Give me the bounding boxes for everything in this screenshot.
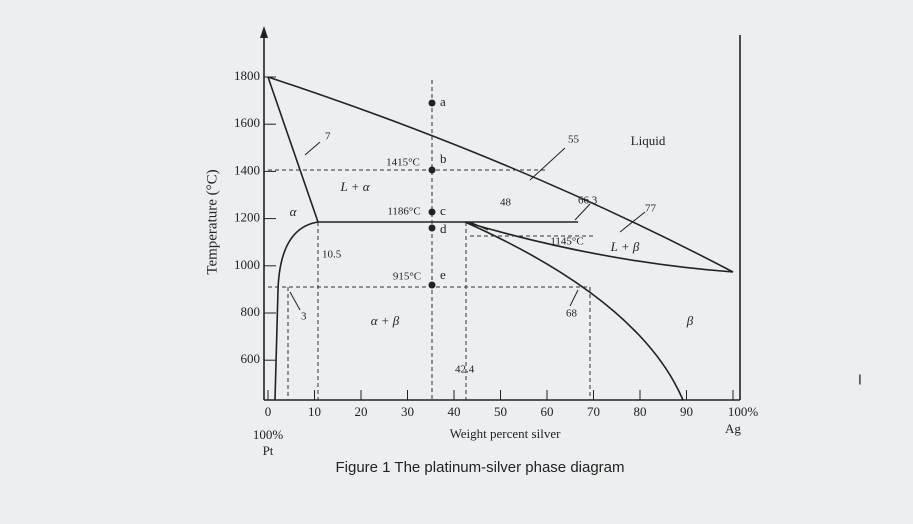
region-label: Liquid <box>631 133 666 148</box>
point-label: e <box>440 267 446 282</box>
point <box>428 224 436 232</box>
x-tick-label: 40 <box>448 404 461 419</box>
comp-label: 10.5 <box>322 249 342 261</box>
region-label: L + α <box>339 179 370 194</box>
beta-solvus <box>464 221 684 401</box>
ticks: 1800 1600 1400 1200 1000 800 600 0 10 20 30 40 50 60 7… <box>234 68 758 419</box>
cursor: I <box>858 374 862 389</box>
temp-label: 1415°C <box>386 157 420 169</box>
caption: Figure 1 The platinum-silver phase diagr… <box>335 459 624 476</box>
y-tick-label: 800 <box>241 304 261 319</box>
temp-label: 1186°C <box>387 206 420 218</box>
region-label: α + β <box>371 313 400 328</box>
comp-label: 77 <box>645 203 657 215</box>
comp-label: 66.3 <box>578 195 598 207</box>
y-tick-label: 1800 <box>234 68 260 83</box>
y-tick-label: 1400 <box>234 162 260 177</box>
region-label: β <box>686 313 694 328</box>
alpha-solvus <box>274 221 319 401</box>
x-axis-label: Weight percent silver <box>450 426 562 441</box>
comp-label: 42.4 <box>455 364 475 376</box>
end-label: Ag <box>725 421 741 436</box>
temp-label: 1145°C <box>550 236 583 248</box>
x-tick-label: 90 <box>680 404 693 419</box>
comp-label: 48 <box>500 197 512 209</box>
region-label: L + β <box>610 239 640 254</box>
beta-solidus <box>464 221 734 273</box>
y-tick-label: 1200 <box>234 210 260 225</box>
y-axis-label: Temperature (°C) <box>204 169 220 274</box>
leaders <box>289 141 646 311</box>
comp-label: 3 <box>301 311 307 323</box>
point-label: a <box>440 94 446 109</box>
x-tick-label: 80 <box>634 404 647 419</box>
comp-label: 55 <box>568 134 580 146</box>
end-label: Pt <box>263 443 274 458</box>
comp-label: 68 <box>566 308 578 320</box>
end-label: 100% <box>253 427 284 442</box>
x-tick-label: 50 <box>494 404 507 419</box>
diagram <box>260 26 741 401</box>
point <box>428 208 436 216</box>
point <box>428 99 436 107</box>
x-tick-label: 70 <box>587 404 600 419</box>
point-label: b <box>440 151 447 166</box>
points <box>428 99 436 289</box>
point-label: d <box>440 221 447 236</box>
arrow <box>260 26 268 38</box>
region-label: α <box>290 204 298 219</box>
x-tick-label: 10 <box>308 404 321 419</box>
liquidus <box>267 76 734 273</box>
x-tick-label: 20 <box>355 404 368 419</box>
y-tick-label: 600 <box>241 351 261 366</box>
temp-label: 915°C <box>393 271 421 283</box>
point <box>428 281 436 289</box>
comp-label: 7 <box>325 131 331 143</box>
x-tick-label: 60 <box>541 404 554 419</box>
x-tick-label: 30 <box>401 404 414 419</box>
point-label: c <box>440 203 446 218</box>
y-tick-label: 1600 <box>234 115 260 130</box>
y-tick-label: 1000 <box>234 257 260 272</box>
x-tick-label: 100% <box>728 404 759 419</box>
x-tick-label: 0 <box>265 404 272 419</box>
point <box>428 166 436 174</box>
alpha-solidus <box>267 76 319 223</box>
